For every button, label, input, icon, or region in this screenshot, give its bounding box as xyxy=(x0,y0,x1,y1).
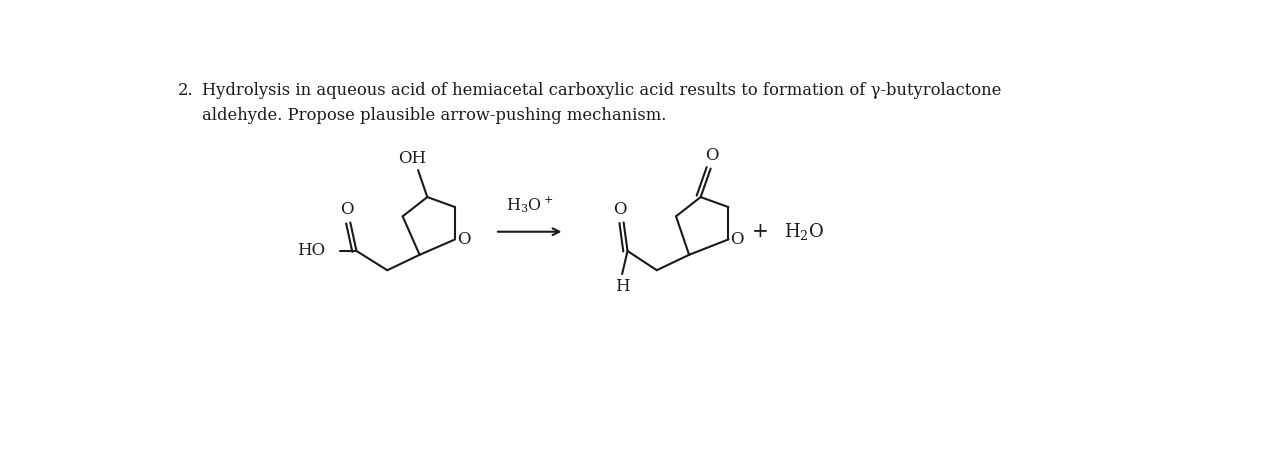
Text: $\mathregular{H_2O}$: $\mathregular{H_2O}$ xyxy=(783,221,824,242)
Text: O: O xyxy=(613,201,626,218)
Text: +: + xyxy=(752,222,769,241)
Text: HO: HO xyxy=(297,242,325,259)
Text: O: O xyxy=(706,147,719,164)
Text: $\mathregular{H_3O^+}$: $\mathregular{H_3O^+}$ xyxy=(507,194,553,215)
Text: O: O xyxy=(458,231,471,248)
Text: 2.: 2. xyxy=(177,81,193,99)
Text: Hydrolysis in aqueous acid of hemiacetal carboxylic acid results to formation of: Hydrolysis in aqueous acid of hemiacetal… xyxy=(202,81,1002,99)
Text: O: O xyxy=(340,201,354,218)
Text: O: O xyxy=(730,231,743,248)
Text: aldehyde. Propose plausible arrow-pushing mechanism.: aldehyde. Propose plausible arrow-pushin… xyxy=(202,107,667,124)
Text: OH: OH xyxy=(397,150,426,167)
Text: H: H xyxy=(615,278,629,295)
